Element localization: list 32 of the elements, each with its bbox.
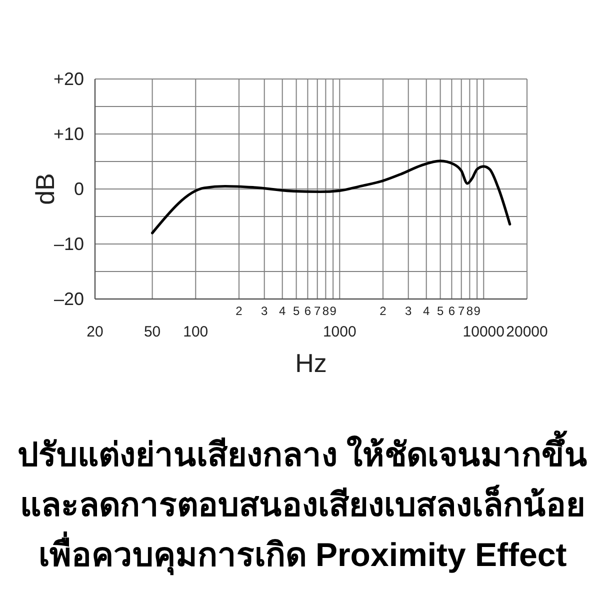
text: 3: [261, 304, 268, 318]
text: 5: [292, 304, 300, 318]
y-tick-label: +10: [53, 124, 84, 144]
y-tick-label: –10: [54, 234, 84, 254]
x-tick-label: 50: [144, 324, 161, 340]
y-tick-label: +20: [53, 69, 84, 89]
text: 5: [436, 304, 444, 318]
x-tick-label: 20: [86, 324, 104, 340]
x-tick-label: 10000: [462, 324, 505, 340]
x-axis-title: Hz: [294, 348, 328, 378]
text: 9: [330, 304, 336, 318]
text: 7: [314, 304, 321, 318]
text: 8: [322, 304, 330, 318]
text: 2: [236, 304, 242, 318]
text: 6: [304, 304, 312, 318]
text: 6: [448, 304, 456, 318]
text: 4: [279, 304, 286, 318]
text: 2: [380, 304, 386, 318]
y-tick-label: 0: [74, 179, 84, 199]
text: 3: [405, 304, 412, 318]
text: เพื่อควบคุมการเกิด Proximity Effect: [37, 533, 568, 577]
text: 7: [458, 304, 465, 318]
text: 8: [466, 304, 474, 318]
y-axis-title: dB: [30, 173, 60, 205]
text: ปรับแต่งย่านเสียงกลาง ให้ชัดเจนมากขึ้น: [16, 433, 589, 475]
y-tick-label: –20: [54, 289, 84, 309]
x-tick-label: 20000: [506, 324, 548, 340]
text: 4: [423, 304, 430, 318]
text: และลดการตอบสนองเสียงเบสลงเล็กน้อย: [19, 484, 586, 525]
x-tick-label: 1000: [322, 324, 356, 340]
text: 9: [474, 304, 480, 318]
x-tick-label: 100: [183, 324, 208, 340]
